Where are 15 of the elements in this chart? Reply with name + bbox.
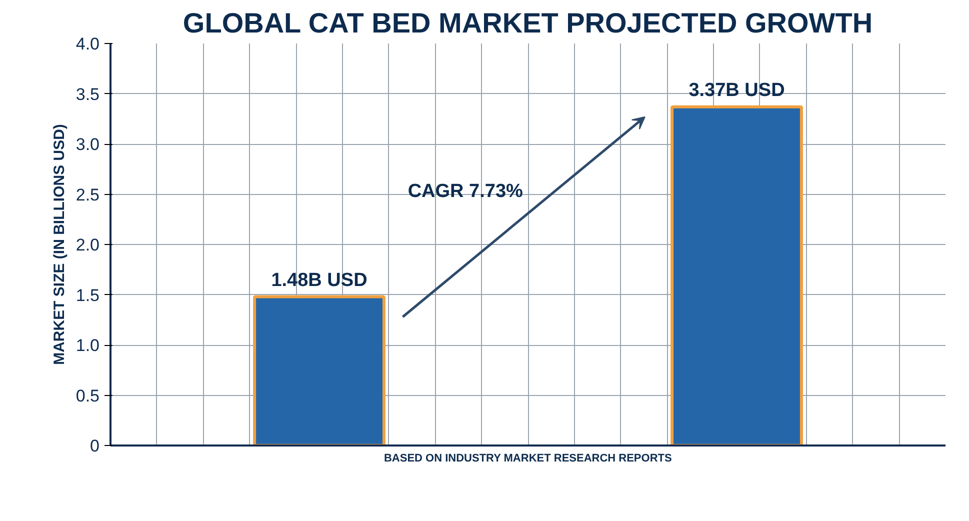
annotation: CAGR 7.73%: [408, 180, 524, 202]
y-tick-label: 1.5: [76, 286, 100, 305]
y-tick-label: 3.0: [76, 135, 100, 154]
data-label: 1.48B USD: [271, 270, 368, 291]
y-axis-title: MARKET SIZE (IN BILLIONS USD): [50, 124, 68, 365]
y-tick-label: 0.5: [76, 386, 100, 406]
chart-title: GLOBAL CAT BED MARKET PROJECTED GROWTH: [182, 8, 873, 38]
y-tick-label: 2.0: [76, 236, 100, 254]
y-tick-label: 0: [90, 436, 100, 456]
data-label: 3.37B USD: [688, 80, 785, 101]
y-tick-label: 2.5: [76, 185, 100, 204]
text: BASED ON INDUSTRY MARKET RESEARCH REPORTS: [384, 452, 672, 464]
y-tick-label: 3.5: [76, 84, 100, 104]
y-tick-label: 4.0: [76, 34, 100, 54]
y-tick-label: 1.0: [76, 336, 100, 355]
